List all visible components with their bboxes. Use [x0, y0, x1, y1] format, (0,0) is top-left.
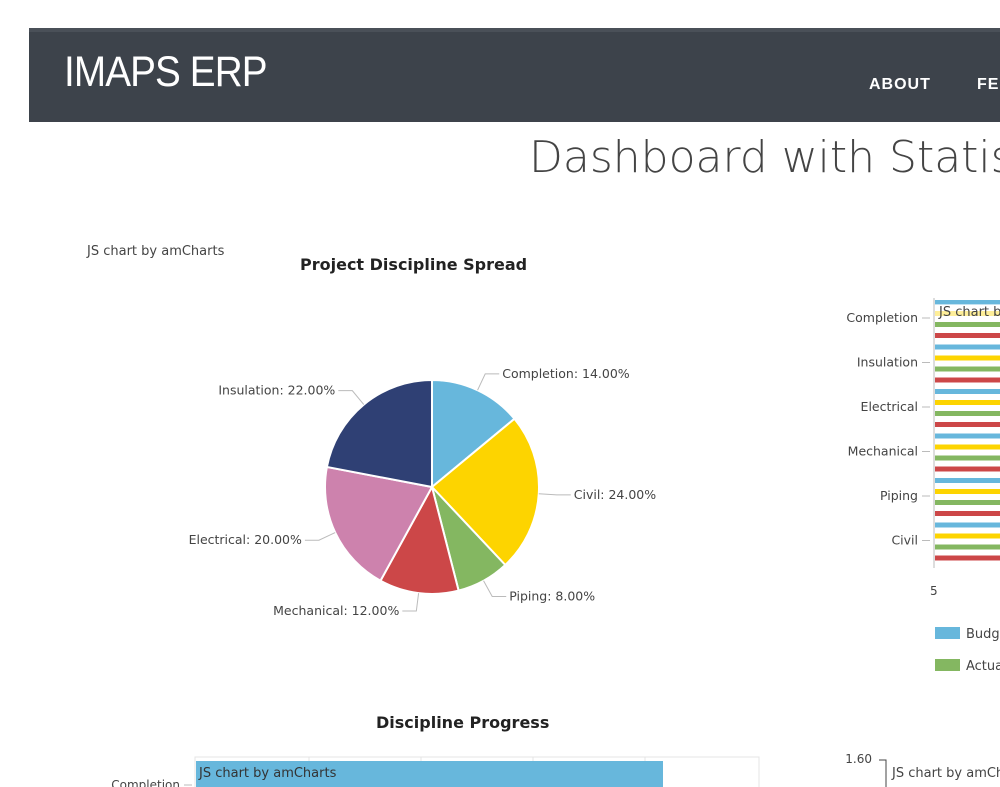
- legend-label: Budget: [966, 627, 1000, 642]
- page-title: Dashboard with Statis: [529, 132, 1000, 183]
- brand-logo[interactable]: IMAPS ERP: [64, 48, 268, 96]
- pie-label-line: [338, 390, 365, 405]
- bar: [935, 489, 1000, 494]
- bar-completion: [196, 761, 663, 787]
- y-tick-label: 1.60: [845, 752, 872, 766]
- pie-label: Piping: 8.00%: [509, 589, 595, 604]
- pie-label: Civil: 24.00%: [574, 487, 657, 502]
- amcharts-credit: JS chart by amCharts: [938, 305, 1000, 320]
- bar: [935, 500, 1000, 505]
- bar: [935, 411, 1000, 416]
- pie-label-line: [538, 493, 571, 496]
- bar: [935, 400, 1000, 405]
- bar: [935, 522, 1000, 528]
- bar: [935, 555, 1000, 561]
- bar: [935, 511, 1000, 516]
- category-label: Completion: [111, 778, 180, 787]
- category-label: Completion: [846, 310, 918, 325]
- nav-about[interactable]: ABOUT: [869, 76, 931, 93]
- bar: [935, 366, 1000, 372]
- pie-label-line: [483, 580, 507, 598]
- bar: [935, 322, 1000, 327]
- y-axis: [879, 759, 887, 787]
- category-label: Electrical: [861, 399, 918, 414]
- credit-bg: [935, 304, 1000, 318]
- pie-label: Completion: 14.00%: [502, 366, 630, 381]
- amcharts-credit: JS chart by amCharts: [891, 766, 1000, 781]
- bar: [935, 444, 1000, 450]
- pie-slice-completion: [431, 378, 516, 490]
- bar: [935, 533, 1000, 539]
- bar: [935, 455, 1000, 461]
- pie-title: Project Discipline Spread: [300, 255, 528, 274]
- bar: [935, 355, 1000, 361]
- pie-slice-civil: [430, 417, 540, 567]
- bar: [935, 333, 1000, 338]
- bar: [935, 377, 1000, 383]
- bar: [935, 300, 1000, 305]
- legend-marker: [935, 627, 960, 639]
- pie-label: Mechanical: 12.00%: [273, 603, 399, 618]
- bar: [935, 344, 1000, 350]
- category-label: Piping: [880, 488, 918, 503]
- pie-label-line: [477, 373, 500, 391]
- bar: [935, 544, 1000, 550]
- progress-title: Discipline Progress: [376, 713, 550, 732]
- amcharts-credit: JS chart by amCharts: [198, 766, 337, 781]
- pie-label-line: [304, 532, 336, 541]
- bar: [935, 466, 1000, 472]
- bar: [935, 422, 1000, 427]
- category-label: Mechanical: [848, 444, 918, 459]
- top-navbar: IMAPS ERP ABOUT FE: [29, 28, 1000, 122]
- plot-area: [194, 756, 760, 787]
- legend-marker: [935, 659, 960, 671]
- bar: [935, 478, 1000, 483]
- pie-label: Insulation: 22.00%: [218, 383, 335, 398]
- category-label: Civil: [891, 533, 918, 548]
- amcharts-credit[interactable]: JS chart by amCharts: [87, 244, 225, 259]
- bar: [935, 433, 1000, 439]
- pie-label-line: [402, 593, 420, 612]
- pie-label: Electrical: 20.00%: [189, 532, 302, 547]
- x-tick-label: 5: [930, 584, 938, 598]
- nav-features[interactable]: FE: [977, 76, 1000, 93]
- bar: [935, 389, 1000, 394]
- category-label: Insulation: [857, 355, 918, 370]
- legend-label: Actual: [966, 659, 1000, 674]
